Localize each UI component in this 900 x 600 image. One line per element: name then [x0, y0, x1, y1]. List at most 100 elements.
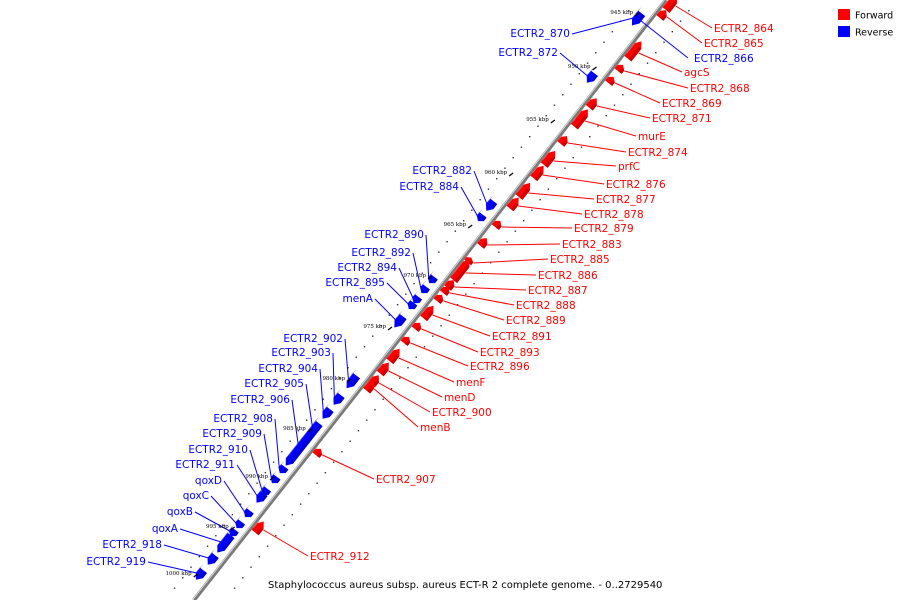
track-dot: [429, 262, 432, 264]
track-dot: [374, 409, 376, 411]
leader-ectr2-890: [425, 234, 430, 279]
track-dot: [446, 241, 448, 243]
track-dot: [605, 115, 607, 117]
gene-ectr2-879-shade: [496, 224, 502, 230]
track-dot: [405, 293, 407, 295]
leader-ectr2-909: [263, 433, 272, 479]
label-ectr2-889: ECTR2_889: [506, 315, 566, 327]
gene-ectr2-891-face: [420, 304, 430, 316]
gene-ectr2-878-face: [506, 195, 515, 206]
gene-ectr2-889-shade: [437, 298, 444, 304]
label-ectr2-887: ECTR2_887: [528, 285, 588, 297]
gene-ectr2-910-shade: [265, 489, 271, 496]
tick-dots: [173, 10, 690, 589]
leader-ectr2-894: [398, 267, 414, 299]
gene-ectr2-882-face: [486, 195, 494, 204]
gene-ectr2-864-face: [662, 0, 670, 8]
label-mena: menA: [342, 293, 373, 305]
gene-ectr2-865-shade: [660, 14, 667, 21]
gene-qoxd-face: [243, 504, 251, 512]
gene-ectr2-879-face: [491, 217, 498, 225]
gene-ectr2-887-shade: [448, 284, 455, 291]
gene-ectr2-893-face: [411, 319, 418, 327]
track-dot: [553, 104, 556, 106]
track-dot: [248, 493, 250, 495]
gene-ectr2-910: [261, 482, 271, 496]
track-dot: [355, 356, 357, 358]
label-ectr2-891: ECTR2_891: [492, 331, 552, 343]
leader-ectr2-882: [473, 170, 488, 205]
leader-ectr2-892: [412, 252, 422, 289]
gene-ectr2-918: [207, 549, 219, 565]
label-menb: menB: [420, 422, 451, 434]
gene-ectr2-904-body: [322, 406, 334, 419]
label-ectr2-890: ECTR2_890: [364, 229, 424, 241]
gene-ectr2-864: [662, 0, 678, 13]
gene-prfc: [540, 149, 556, 168]
gene-mure-face: [570, 107, 585, 124]
gene-ectr2-900-face: [367, 373, 376, 382]
track-dot: [275, 535, 277, 537]
track-dot: [281, 451, 283, 453]
label-ectr2-893: ECTR2_893: [480, 347, 540, 359]
leader-ectr2-869: [614, 82, 661, 104]
track-dot: [341, 451, 343, 453]
gene-agcs-shade: [628, 46, 642, 62]
leader-ectr2-911: [236, 464, 258, 497]
gene-ectr2-869-shade: [609, 80, 615, 86]
label-qoxc: qoxC: [183, 490, 209, 502]
label-ectr2-903: ECTR2_903: [271, 347, 331, 359]
track-dot: [578, 73, 580, 75]
gene-ectr2-894: [412, 290, 423, 304]
gene-ectr2-879: [491, 217, 502, 230]
track-dot: [291, 514, 294, 516]
track-dot: [198, 556, 201, 558]
tick-mark-985-kbp: [307, 428, 313, 433]
gene-ectr2-888: [439, 283, 450, 296]
gene-ectr2-891: [420, 304, 434, 322]
track-dot: [223, 524, 225, 526]
label-ectr2-886: ECTR2_886: [538, 270, 598, 282]
gene-menf-face: [386, 347, 396, 359]
track-dot: [421, 272, 424, 274]
track-dot: [305, 419, 308, 421]
track-dot: [239, 503, 242, 505]
track-dot: [514, 230, 517, 232]
gene-ectr2-907-shade: [316, 452, 323, 458]
track-dot: [487, 188, 490, 190]
label-ectr2-874: ECTR2_874: [628, 147, 688, 159]
tick-975-kbp: 975 kbp: [363, 324, 386, 330]
gene-ectr2-907-face: [312, 445, 319, 453]
gene-ectr2-911-shade: [260, 493, 268, 502]
track-dot: [438, 251, 440, 253]
gene-ectr2-872-shade: [590, 73, 598, 82]
track-dot: [357, 430, 360, 432]
gene-ectr2-872-face: [586, 67, 595, 76]
track-dot: [471, 209, 473, 211]
leader-ectr2-889: [443, 300, 505, 321]
track-dot: [190, 566, 192, 568]
gene-ectr2-919: [195, 564, 207, 580]
label-ectr2-905: ECTR2_905: [244, 378, 304, 390]
track-dot: [413, 283, 415, 285]
leader-agcs: [638, 52, 683, 73]
track-dot: [580, 146, 583, 148]
track-dot: [572, 157, 574, 159]
gene-ectr2-903: [333, 389, 345, 405]
track-dot: [308, 493, 310, 495]
label-leaders: [147, 5, 713, 574]
gene-ectr2-894-face: [412, 290, 419, 298]
legend-forward-swatch: [838, 9, 850, 20]
tick-945-kbp: 945 kbp: [610, 10, 633, 16]
label-ectr2-885: ECTR2_885: [550, 254, 610, 266]
gene-ectr2-877-face: [515, 181, 527, 195]
gene-ectr2-869: [605, 73, 615, 86]
gene-mena-shade: [398, 317, 407, 326]
gene-ectr2-868: [614, 61, 625, 74]
track-dot: [363, 346, 366, 348]
track-dot: [322, 398, 324, 400]
leader-ectr2-908: [274, 418, 280, 469]
tick-960-kbp: 960 kbp: [484, 170, 507, 176]
gene-ectr2-876-shade: [534, 170, 544, 182]
label-ectr2-895: ECTR2_895: [325, 277, 385, 289]
